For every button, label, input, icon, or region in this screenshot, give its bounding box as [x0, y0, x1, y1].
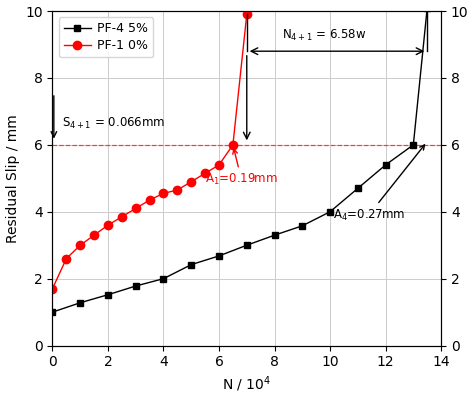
PF-1 0% [244, 12, 250, 17]
Legend: PF-4 5%, PF-1 0%: PF-4 5%, PF-1 0% [59, 17, 154, 57]
PF-1 0% [161, 191, 166, 196]
PF-1 0% [77, 243, 83, 248]
Line: PF-1 0%: PF-1 0% [48, 10, 251, 293]
PF-1 0% [147, 198, 153, 202]
PF-4 5% [77, 300, 83, 305]
Text: N$_{4+1}$ = 6.58w: N$_{4+1}$ = 6.58w [283, 28, 367, 43]
PF-4 5% [105, 292, 111, 297]
PF-1 0% [133, 206, 138, 211]
X-axis label: N / 10$^4$: N / 10$^4$ [222, 375, 272, 394]
PF-1 0% [230, 142, 236, 147]
PF-4 5% [188, 262, 194, 267]
PF-1 0% [105, 223, 111, 228]
Text: S$_{4+1}$ = 0.066mm: S$_{4+1}$ = 0.066mm [62, 116, 165, 131]
PF-1 0% [64, 256, 69, 261]
PF-4 5% [216, 254, 222, 258]
PF-1 0% [91, 233, 97, 238]
PF-4 5% [161, 276, 166, 281]
PF-1 0% [216, 162, 222, 167]
PF-4 5% [300, 224, 305, 228]
PF-4 5% [410, 142, 416, 147]
PF-1 0% [188, 179, 194, 184]
PF-1 0% [50, 286, 55, 291]
Line: PF-4 5%: PF-4 5% [49, 4, 431, 316]
PF-4 5% [133, 284, 138, 288]
PF-1 0% [174, 188, 180, 192]
PF-4 5% [424, 5, 430, 10]
Text: A$_1$=0.19mm: A$_1$=0.19mm [205, 149, 278, 188]
PF-1 0% [119, 214, 125, 219]
Y-axis label: Residual Slip / mm: Residual Slip / mm [6, 114, 19, 243]
PF-4 5% [383, 162, 388, 167]
PF-1 0% [202, 171, 208, 176]
Text: A$_4$=0.27mm: A$_4$=0.27mm [333, 145, 425, 222]
PF-4 5% [327, 209, 333, 214]
PF-4 5% [355, 186, 361, 191]
PF-4 5% [272, 233, 277, 238]
PF-4 5% [244, 243, 250, 248]
PF-4 5% [50, 310, 55, 314]
